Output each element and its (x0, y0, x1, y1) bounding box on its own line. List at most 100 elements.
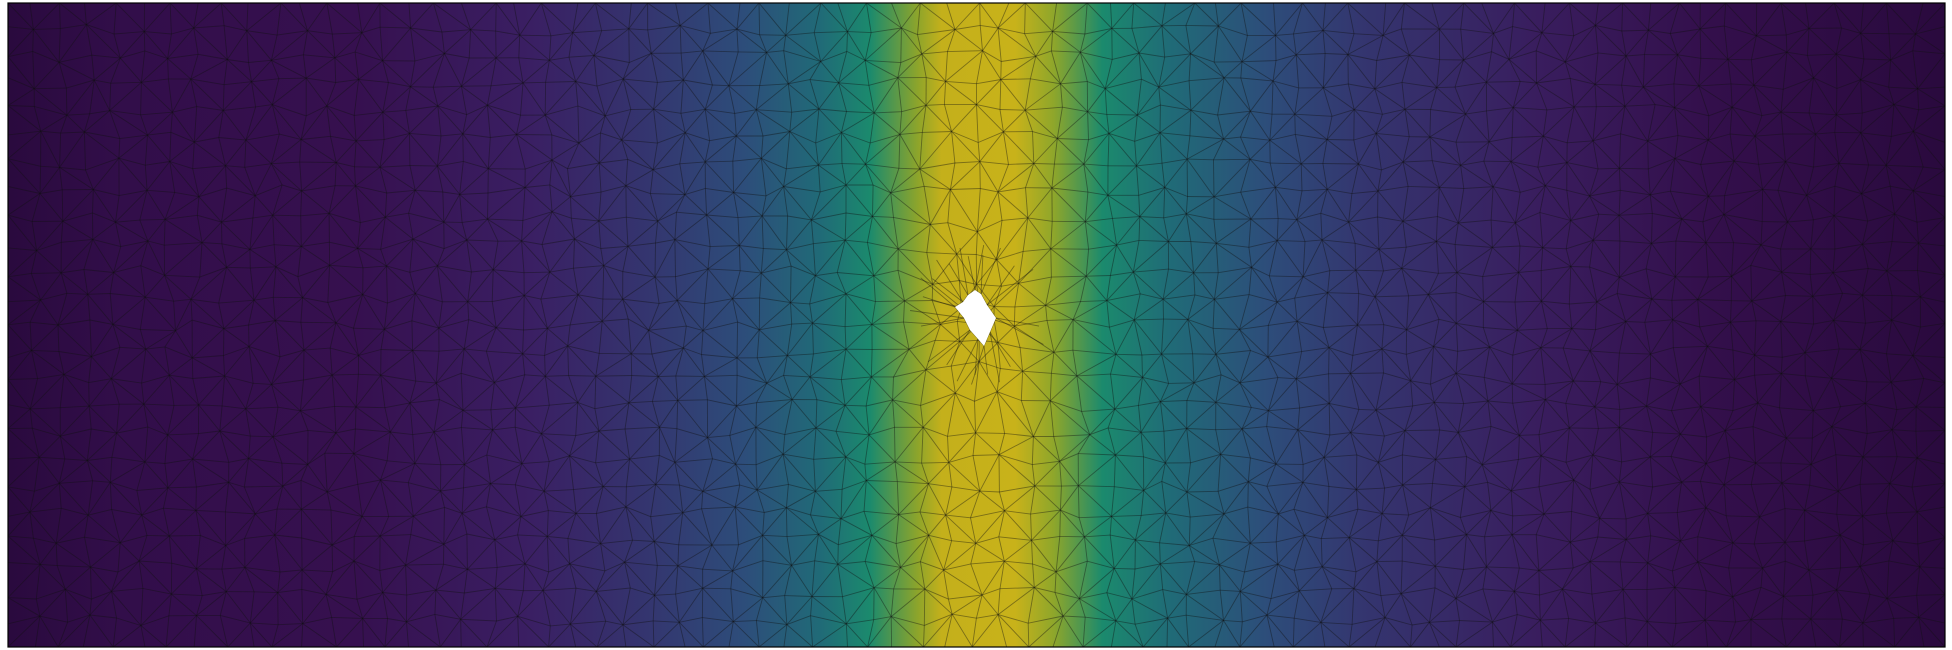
mesh-edge (1185, 24, 1219, 27)
mesh-edge (224, 375, 247, 410)
mesh-edge (164, 346, 170, 376)
mesh-edge (732, 161, 735, 193)
mesh-edge (1188, 53, 1192, 81)
mesh-edge (1867, 213, 1895, 222)
mesh-edge (653, 109, 658, 144)
mesh-edge (1860, 3, 1864, 34)
mesh-edge (845, 212, 873, 217)
mesh-edge (301, 588, 327, 595)
mesh-edge (1410, 346, 1434, 382)
mesh-edge (735, 109, 757, 137)
mesh-edge (379, 165, 410, 168)
mesh-edge (1893, 104, 1919, 111)
mesh-edge (1595, 321, 1626, 331)
mesh-edge (787, 215, 812, 221)
mesh-edge (1569, 78, 1575, 107)
mesh-edge (651, 52, 684, 81)
mesh-edge (1193, 272, 1215, 300)
mesh-edge (1915, 26, 1945, 35)
mesh-edge (1620, 561, 1648, 564)
mesh-edge (784, 595, 788, 625)
mesh-edge (1511, 515, 1514, 535)
mesh-edge (1377, 461, 1403, 486)
mesh-edge (1296, 53, 1326, 56)
mesh-edge (1275, 35, 1277, 61)
mesh-edge (707, 245, 740, 270)
mesh-edge (738, 245, 741, 271)
mesh-edge (299, 410, 309, 431)
mesh-edge (1517, 328, 1548, 331)
mesh-edge (1839, 348, 1861, 350)
mesh-edge (1833, 215, 1836, 250)
mesh-edge (547, 513, 577, 537)
mesh-edge (1917, 88, 1945, 107)
mesh-edge (1217, 481, 1249, 492)
mesh-edge (1112, 52, 1140, 60)
mesh-edge (1025, 106, 1063, 111)
mesh-edge (928, 483, 952, 488)
mesh-edge (439, 399, 464, 411)
mesh-edge (1540, 328, 1548, 348)
mesh-edge (1723, 214, 1762, 246)
mesh-edge (1161, 353, 1170, 384)
mesh-edge (119, 542, 140, 562)
mesh-edge (1894, 213, 1918, 223)
mesh-edge (29, 408, 61, 437)
mesh-edge (925, 369, 956, 394)
mesh-edge (303, 350, 305, 381)
mesh-edge (711, 544, 733, 572)
mesh-edge (1697, 276, 1709, 300)
mesh-edge (542, 563, 571, 591)
mesh-edge (1163, 431, 1166, 464)
mesh-edge (190, 298, 225, 329)
mesh-edge (1867, 429, 1893, 434)
mesh-edge (192, 355, 224, 359)
mesh-edge (1808, 28, 1837, 55)
mesh-edge (486, 454, 491, 484)
mesh-edge (976, 104, 979, 143)
mesh-edge (1328, 373, 1330, 404)
mesh-edge (464, 454, 487, 465)
mesh-edge (1320, 588, 1333, 623)
mesh-edge (943, 570, 949, 600)
mesh-edge (1430, 486, 1465, 509)
mesh-edge (575, 81, 598, 87)
mesh-edge (196, 568, 203, 596)
mesh-edge (1512, 403, 1520, 436)
mesh-edge (442, 191, 445, 223)
mesh-edge (818, 164, 847, 186)
mesh-edge (649, 169, 654, 194)
mesh-edge (1024, 109, 1058, 139)
mesh-edge (783, 50, 821, 62)
mesh-edge (1813, 406, 1841, 412)
mesh-edge (255, 508, 278, 515)
mesh-edge (866, 3, 902, 29)
mesh-edge (1647, 141, 1649, 169)
mesh-edge (405, 534, 412, 566)
mesh-edge (517, 590, 524, 617)
mesh-edge (947, 222, 978, 233)
mesh-edge (89, 591, 112, 616)
mesh-edge (1376, 132, 1410, 138)
mesh-edge (1269, 275, 1304, 278)
mesh-edge (1891, 429, 1898, 457)
mesh-edge (1920, 296, 1945, 324)
mesh-edge (113, 246, 122, 273)
mesh-edge (1087, 111, 1107, 115)
mesh-edge (788, 79, 811, 85)
mesh-edge (30, 407, 61, 410)
mesh-edge (815, 456, 847, 492)
mesh-edge (707, 268, 741, 272)
mesh-edge (761, 265, 792, 274)
mesh-edge (762, 534, 792, 566)
mesh-edge (65, 566, 91, 590)
mesh-edge (141, 507, 164, 516)
mesh-edge (577, 294, 603, 322)
mesh-edge (654, 594, 680, 623)
mesh-edge (1681, 480, 1701, 483)
mesh-edge (1410, 380, 1435, 403)
mesh-edge (1240, 186, 1276, 193)
mesh-edge (169, 3, 195, 29)
mesh-edge (567, 345, 570, 376)
mesh-edge (1328, 485, 1357, 490)
